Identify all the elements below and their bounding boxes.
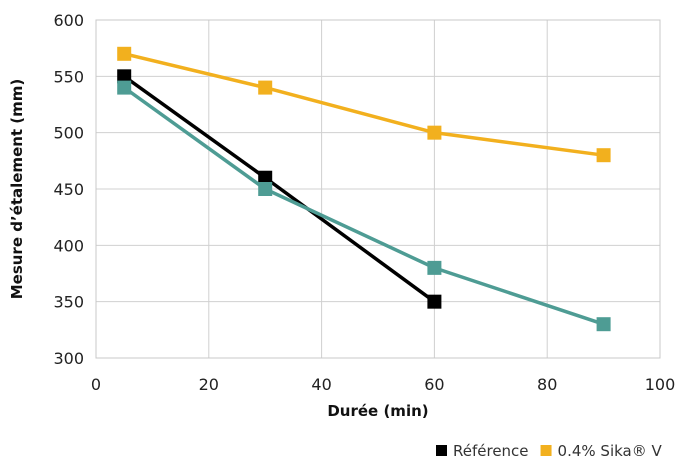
data-point-marker <box>596 317 611 332</box>
legend-label: 0.4% Sika® V <box>558 442 663 460</box>
data-point-marker <box>427 294 442 309</box>
data-point-marker <box>258 182 273 196</box>
y-tick-label: 450 <box>53 180 84 199</box>
data-point-marker <box>596 148 611 163</box>
data-point-marker <box>258 170 273 185</box>
y-tick-label: 300 <box>53 349 84 368</box>
y-tick-label: 550 <box>53 67 84 86</box>
y-tick-label: 350 <box>53 293 84 312</box>
x-tick-label: 80 <box>537 375 557 394</box>
data-point-marker <box>427 125 442 140</box>
x-tick-label: 0 <box>91 375 101 394</box>
data-point-marker <box>427 260 442 275</box>
y-tick-label: 500 <box>53 124 84 143</box>
series-layer <box>117 46 611 332</box>
y-tick-label: 600 <box>53 11 84 30</box>
series-line <box>123 86 605 326</box>
x-tick-label: 60 <box>424 375 444 394</box>
legend: Référence 0.4% Sika® V <box>436 442 662 460</box>
legend-swatch <box>436 445 447 456</box>
legend-label: Référence <box>453 442 529 460</box>
x-tick-label: 100 <box>645 375 676 394</box>
series-2 <box>117 80 611 332</box>
series-0 <box>117 69 442 309</box>
legend-swatch <box>540 445 552 456</box>
x-axis-label: Durée (min) <box>327 402 428 420</box>
tick-labels: 300 350 400 450 500 550 600 0 20 40 60 80 100 <box>53 11 675 394</box>
x-tick-label: 20 <box>199 375 219 394</box>
data-point-marker <box>117 80 132 95</box>
grid-lines <box>95 19 661 359</box>
data-point-marker <box>258 80 273 95</box>
plot-border <box>95 19 661 359</box>
series-line <box>123 52 604 157</box>
y-tick-label: 400 <box>53 236 84 255</box>
series-1 <box>117 46 611 163</box>
y-axis-label: Mesure d’étalement (mm) <box>8 79 26 300</box>
data-point-marker <box>117 46 132 61</box>
data-point-marker <box>117 69 132 84</box>
x-tick-label: 40 <box>311 375 331 394</box>
